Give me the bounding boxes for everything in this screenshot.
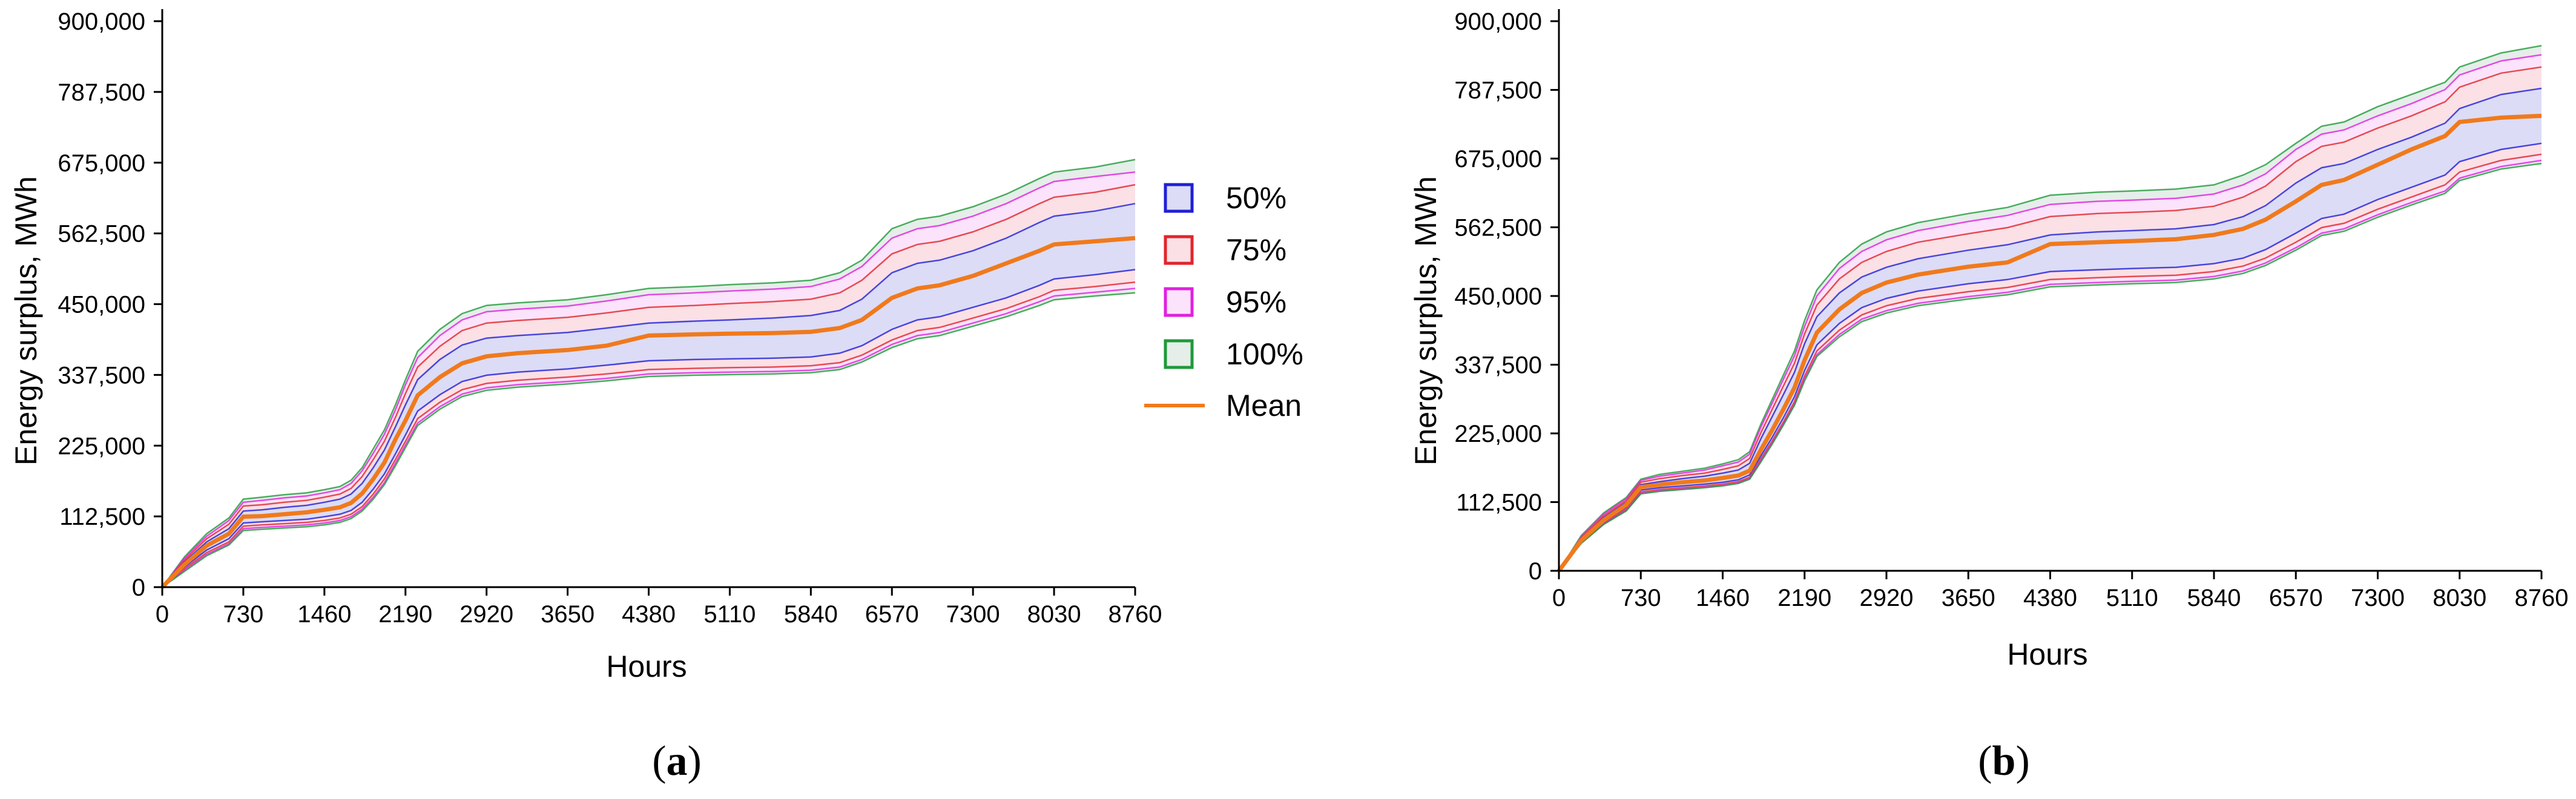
chart-a-x-tick-label: 4380 bbox=[622, 601, 676, 628]
legend-label-100pct: 100% bbox=[1226, 337, 1303, 371]
chart-a-y-tick-label: 450,000 bbox=[58, 292, 145, 318]
chart-a-caption: (a) bbox=[652, 738, 702, 784]
chart-a-series-100-lower bbox=[162, 292, 1136, 588]
chart-b-x-tick-label: 0 bbox=[1552, 585, 1566, 611]
chart-b-y-tick-label: 337,500 bbox=[1454, 352, 1542, 379]
chart-a-ylabel: Energy surplus, MWh bbox=[9, 176, 43, 465]
chart-b-series-50-upper bbox=[1558, 87, 2542, 571]
chart-b-xlabel: Hours bbox=[2007, 637, 2087, 671]
chart-b-x-tick-label: 4380 bbox=[2023, 585, 2077, 611]
chart-b-axes: 0 112,500 225,000 337,500 450,000 562,500 675,… bbox=[1454, 8, 2568, 611]
chart-b-series-100-lower bbox=[1558, 162, 2542, 571]
chart-b-x-tick-label: 7300 bbox=[2351, 585, 2405, 611]
chart-a-y-tick-label: 787,500 bbox=[58, 79, 145, 106]
chart-b-y-tick-label: 562,500 bbox=[1454, 215, 1542, 242]
chart-b-x-tick-label: 8760 bbox=[2515, 585, 2569, 611]
chart-b-x-tick-label: 3650 bbox=[1942, 585, 1995, 611]
legend-swatch-50pct bbox=[1164, 183, 1194, 213]
chart-a-y-tick-label: 675,000 bbox=[58, 150, 145, 177]
chart-b-x-tick-label: 730 bbox=[1621, 585, 1661, 611]
legend-swatch-75pct bbox=[1164, 235, 1194, 265]
chart-b-x-tick-label: 5110 bbox=[2106, 585, 2158, 611]
chart-a-y-tick-label: 900,000 bbox=[58, 8, 145, 35]
chart-panel-a: 0 112,500 225,000 337,500 450,000 562,500 675,… bbox=[9, 8, 1162, 784]
chart-a-y-tick-label: 562,500 bbox=[58, 221, 145, 248]
chart-a-series-95-lower bbox=[162, 288, 1136, 588]
chart-b-caption: (b) bbox=[1978, 738, 2030, 784]
chart-a-x-tick-label: 0 bbox=[156, 601, 169, 628]
chart-a-caption-letter: a bbox=[667, 738, 688, 784]
chart-b-y-tick-label: 0 bbox=[1529, 558, 1542, 585]
legend-label-50pct: 50% bbox=[1226, 181, 1286, 215]
chart-b-series-50-lower bbox=[1558, 142, 2542, 571]
chart-b-caption-letter: b bbox=[1992, 738, 2016, 784]
chart-b-x-tick-label: 2190 bbox=[1777, 585, 1831, 611]
chart-a-x-tick-label: 6570 bbox=[865, 601, 919, 628]
chart-b-x-tick-label: 1460 bbox=[1696, 585, 1750, 611]
chart-b-band-2 bbox=[1559, 67, 2541, 571]
chart-a-series-50-lower bbox=[162, 269, 1136, 588]
chart-b-x-tick-label: 6570 bbox=[2269, 585, 2323, 611]
chart-b-plot-area bbox=[1557, 45, 2542, 573]
legend-swatch-100pct bbox=[1164, 339, 1194, 369]
legend: 50% 75% 95% 100% Mean bbox=[1144, 181, 1303, 423]
chart-a-x-tick-label: 3650 bbox=[541, 601, 595, 628]
chart-b-x-tick-label: 2920 bbox=[1860, 585, 1914, 611]
chart-a-axes: 0 112,500 225,000 337,500 450,000 562,500 675,… bbox=[58, 8, 1162, 628]
chart-b-series-mean bbox=[1557, 113, 2542, 573]
chart-a-band-3 bbox=[162, 203, 1135, 587]
chart-a-xlabel: Hours bbox=[606, 649, 687, 683]
chart-b-series-75-upper bbox=[1558, 66, 2542, 571]
chart-a-plot-area bbox=[160, 159, 1136, 589]
chart-b-series-75-lower bbox=[1558, 153, 2542, 571]
chart-a-x-tick-label: 8760 bbox=[1108, 601, 1162, 628]
chart-panel-b: 0 112,500 225,000 337,500 450,000 562,500 675,… bbox=[1409, 8, 2568, 784]
chart-a-x-tick-label: 730 bbox=[223, 601, 264, 628]
chart-a-series-50-upper bbox=[162, 203, 1136, 588]
chart-b-y-tick-label: 675,000 bbox=[1454, 146, 1542, 173]
chart-a-x-tick-label: 2190 bbox=[378, 601, 432, 628]
legend-label-75pct: 75% bbox=[1226, 233, 1286, 267]
chart-a-x-tick-label: 5840 bbox=[784, 601, 838, 628]
chart-b-y-tick-label: 112,500 bbox=[1456, 490, 1542, 516]
chart-a-y-tick-label: 225,000 bbox=[58, 433, 145, 459]
chart-a-series-100-upper bbox=[161, 159, 1136, 588]
chart-a-x-tick-label: 1460 bbox=[297, 601, 351, 628]
chart-a-series-75-upper bbox=[162, 183, 1136, 588]
chart-b-y-tick-label: 225,000 bbox=[1454, 421, 1542, 447]
legend-swatch-95pct bbox=[1164, 287, 1194, 317]
chart-b-y-tick-label: 787,500 bbox=[1454, 77, 1542, 104]
chart-a-series-95-upper bbox=[162, 171, 1136, 588]
chart-a-y-tick-label: 0 bbox=[132, 574, 145, 601]
chart-a-x-tick-label: 5110 bbox=[703, 601, 756, 628]
chart-b-ylabel: Energy surplus, MWh bbox=[1409, 176, 1443, 465]
chart-a-y-tick-label: 112,500 bbox=[59, 504, 145, 530]
chart-a-x-tick-label: 8030 bbox=[1027, 601, 1081, 628]
chart-a-x-tick-label: 2920 bbox=[460, 601, 513, 628]
chart-b-series-95-upper bbox=[1558, 54, 2542, 571]
chart-a-series-mean bbox=[160, 235, 1136, 589]
legend-label-95pct: 95% bbox=[1226, 285, 1286, 319]
chart-b-x-tick-label: 8030 bbox=[2433, 585, 2486, 611]
chart-b-band-3 bbox=[1559, 88, 2541, 571]
chart-a-y-tick-label: 337,500 bbox=[58, 362, 145, 389]
legend-label-mean: Mean bbox=[1226, 389, 1302, 423]
chart-b-series-100-upper bbox=[1558, 45, 2542, 571]
chart-a-series-75-lower bbox=[162, 281, 1136, 588]
chart-b-y-tick-label: 450,000 bbox=[1454, 283, 1542, 310]
chart-b-x-tick-label: 5840 bbox=[2187, 585, 2241, 611]
chart-a-x-tick-label: 7300 bbox=[946, 601, 1000, 628]
chart-b-y-tick-label: 900,000 bbox=[1454, 8, 1542, 35]
